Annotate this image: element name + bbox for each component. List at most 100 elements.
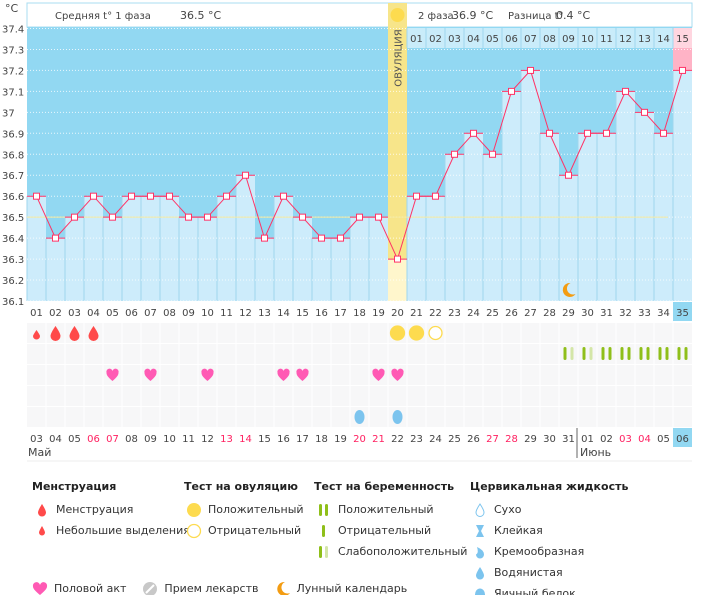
temperature-bar — [502, 91, 521, 301]
luteal-day-label: 10 — [581, 34, 594, 45]
y-tick-label: 37.1 — [2, 87, 24, 98]
date-label: 29 — [524, 434, 537, 445]
legend-item: Лунный календарь — [296, 582, 408, 595]
y-tick-label: 36.4 — [2, 234, 24, 245]
luteal-day-label: 12 — [619, 34, 632, 45]
ovulation-column — [388, 3, 407, 260]
temperature-bar — [217, 196, 236, 301]
temperature-point — [527, 66, 534, 74]
heart-icon — [106, 368, 119, 381]
egg-white-fluid-icon — [392, 410, 403, 424]
temperature-point — [337, 234, 344, 242]
temperature-bar — [236, 175, 255, 301]
current-day-cell — [673, 302, 692, 321]
legend-item: Положительный — [338, 503, 434, 516]
date-label: 04 — [49, 434, 62, 445]
header-band — [26, 2, 693, 28]
luteal-day-cell — [445, 28, 464, 48]
date-label: 25 — [448, 434, 461, 445]
date-label: 20 — [353, 434, 366, 445]
y-tick-label: 37.3 — [2, 45, 24, 56]
y-tick-label: 37 — [2, 108, 15, 119]
cycle-day-label: 23 — [448, 308, 461, 319]
pregnancy-test-line-icon — [677, 347, 681, 360]
pregnancy-test-line-icon — [601, 347, 605, 360]
temperature-bar — [274, 196, 293, 301]
temperature-point — [508, 87, 515, 95]
temperature-point — [33, 192, 40, 200]
temperature-bar — [46, 238, 65, 301]
y-tick-label: 36.8 — [2, 150, 24, 161]
heart-icon — [296, 368, 309, 381]
date-label: 08 — [125, 434, 138, 445]
legend-cervical: Цервикальная жидкость Сухо Клейкая Кремо… — [470, 480, 628, 595]
date-label: 09 — [144, 434, 157, 445]
luteal-day-label: 08 — [543, 34, 556, 45]
temperature-point — [109, 213, 116, 221]
luteal-day-label: 15 — [676, 34, 689, 45]
cycle-day-label: 22 — [429, 308, 442, 319]
date-label: 26 — [467, 434, 480, 445]
temperature-point — [603, 129, 610, 137]
pregnancy-test-line-icon — [646, 347, 650, 360]
y-tick-label: 36.7 — [2, 171, 24, 182]
temperature-bar — [559, 175, 578, 301]
circle-filled-icon — [184, 502, 204, 518]
month-label: Июнь — [580, 446, 611, 459]
heart-icon — [277, 368, 290, 381]
luteal-day-cell — [616, 28, 635, 48]
phase2-label: 2 фаза — [418, 11, 454, 22]
legend-item: Прием лекарств — [164, 582, 259, 595]
heart-icon — [144, 368, 157, 381]
pregnancy-test-line-icon — [658, 347, 662, 360]
date-label: 23 — [410, 434, 423, 445]
luteal-day-label: 03 — [448, 34, 461, 45]
luteal-day-label: 11 — [600, 34, 613, 45]
legend-item: Половой акт — [54, 582, 127, 595]
luteal-day-label: 05 — [486, 34, 499, 45]
cycle-day-label: 06 — [125, 308, 138, 319]
pregnancy-test-line-icon — [563, 347, 567, 360]
cycle-day-label: 07 — [144, 308, 157, 319]
two-lines-icon — [314, 503, 334, 517]
y-tick-label: 36.1 — [2, 297, 24, 308]
legend-menstruation: Менструация Менструация Небольшие выделе… — [32, 480, 190, 541]
luteal-day-cell — [464, 28, 483, 48]
temperature-point — [318, 234, 325, 242]
diff-label: Разница t° — [508, 11, 564, 22]
temperature-point — [128, 192, 135, 200]
symbol-row — [27, 386, 692, 406]
cycle-day-label: 21 — [410, 308, 423, 319]
cycle-day-label: 20 — [391, 308, 404, 319]
moon-icon — [273, 581, 293, 595]
egg-white-fluid-icon — [354, 410, 365, 424]
temperature-point — [413, 192, 420, 200]
symbol-row — [27, 365, 692, 385]
cycle-day-label: 30 — [581, 308, 594, 319]
date-label: 01 — [581, 434, 594, 445]
ovulation-test-positive-icon — [389, 325, 406, 341]
luteal-day-cell — [559, 28, 578, 48]
month-label: Май — [28, 446, 51, 459]
temperature-bar — [331, 238, 350, 301]
cycle-day-label: 19 — [372, 308, 385, 319]
date-label: 27 — [486, 434, 499, 445]
legend-item: Клейкая — [494, 524, 543, 537]
temperature-point — [242, 171, 249, 179]
legend-item: Водянистая — [494, 566, 563, 579]
date-label: 18 — [315, 434, 328, 445]
temperature-bar — [445, 154, 464, 301]
legend-item: Сухо — [494, 503, 522, 516]
cycle-day-label: 17 — [334, 308, 347, 319]
luteal-day-cell — [635, 28, 654, 48]
y-tick-label: 36.9 — [2, 129, 24, 140]
temperature-point — [147, 192, 154, 200]
pregnancy-test-line-icon — [627, 347, 631, 360]
luteal-day-cell — [654, 28, 673, 48]
cycle-day-label: 25 — [486, 308, 499, 319]
temperature-point — [394, 255, 401, 263]
temperature-bar — [616, 91, 635, 301]
pregnancy-test-weak-icon — [570, 347, 574, 360]
luteal-day-cell — [540, 28, 559, 48]
